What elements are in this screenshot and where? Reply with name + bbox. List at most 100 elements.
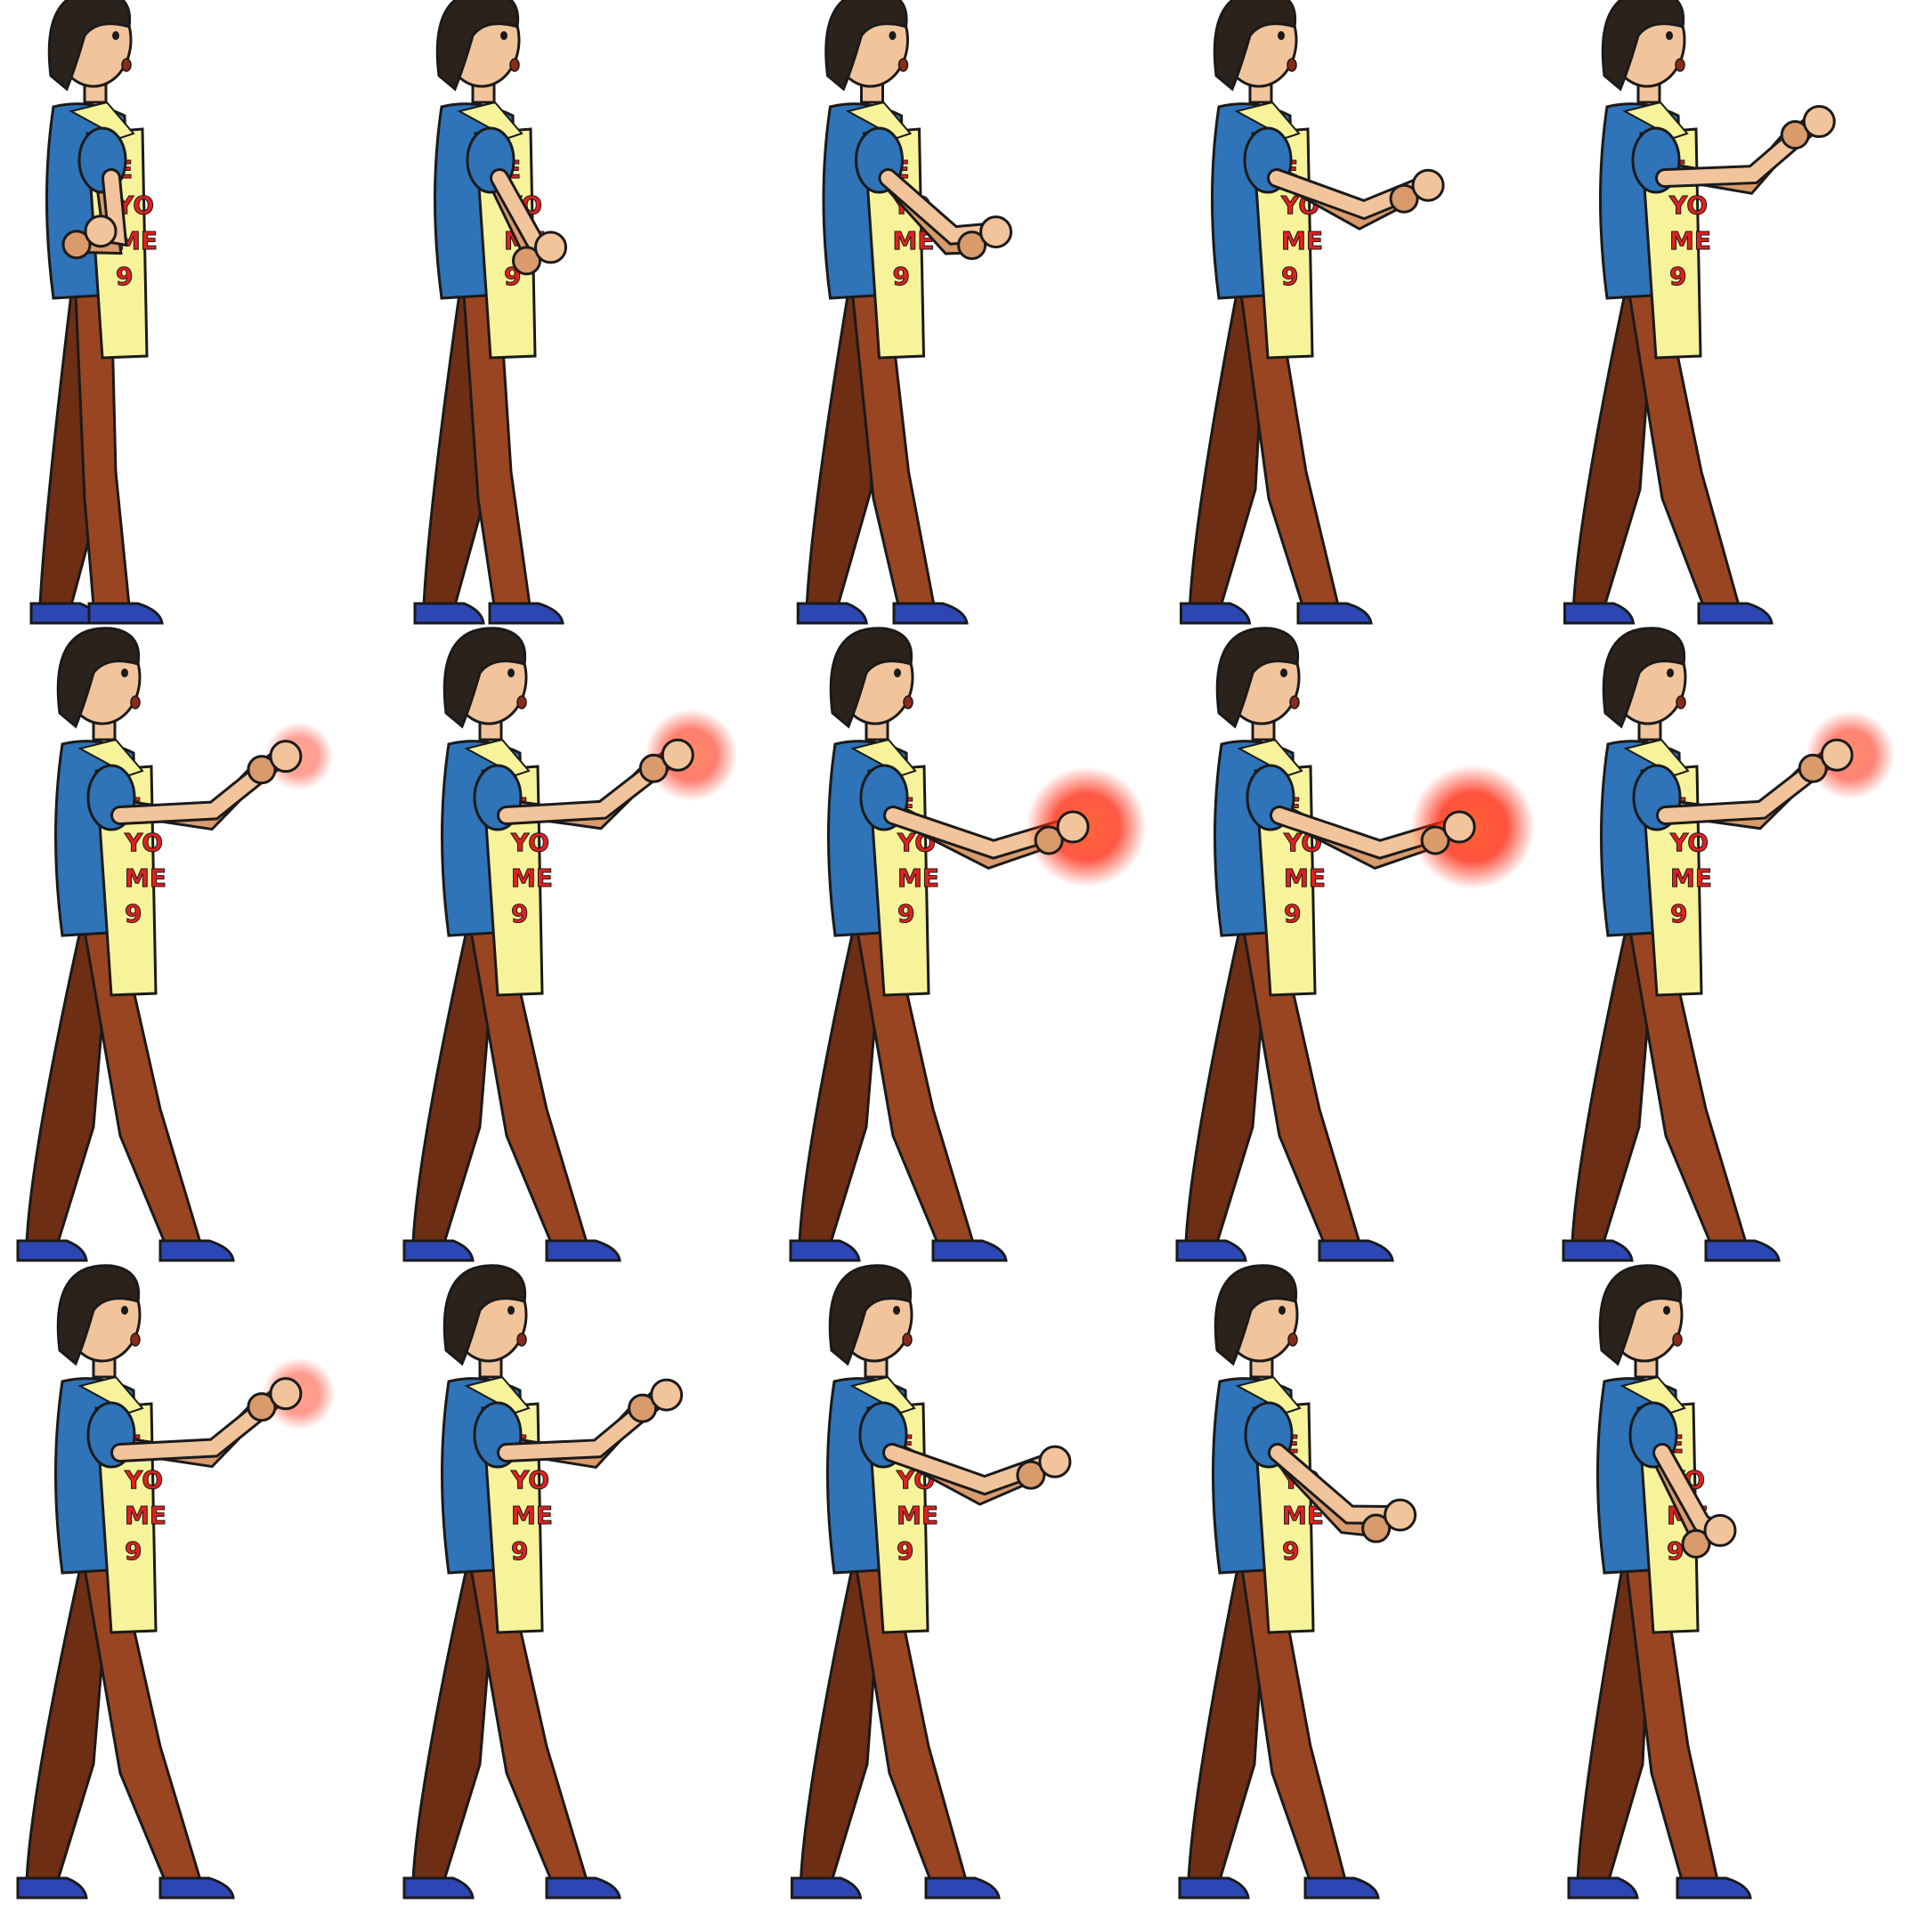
front-shoe	[926, 1878, 999, 1898]
apron-text: 9	[116, 262, 133, 291]
frame-13: EYOME9	[792, 1266, 1070, 1898]
frame-03: EYOME9	[798, 0, 1011, 623]
back-shoe	[1569, 1878, 1637, 1898]
apron-text: ME	[1284, 863, 1326, 893]
front-fist	[662, 740, 693, 770]
apron-text: 9	[511, 1536, 528, 1566]
eye	[507, 1306, 515, 1315]
back-shoe	[415, 604, 483, 623]
frame-15: EYOME9	[1569, 1266, 1750, 1898]
apron-text: ME	[511, 1501, 553, 1530]
eye	[894, 668, 901, 677]
back-shoe	[404, 1878, 473, 1898]
front-shoe	[1305, 1878, 1378, 1898]
apron-text: 9	[893, 262, 910, 291]
mouth	[122, 59, 131, 71]
front-fist	[1413, 170, 1443, 200]
mouth	[1290, 696, 1299, 709]
mouth	[903, 1333, 912, 1346]
front-fist	[1444, 812, 1474, 842]
eye	[893, 1306, 900, 1315]
mouth	[510, 59, 519, 71]
mouth	[517, 696, 526, 709]
frame-10: EYOME9	[1563, 628, 1895, 1260]
apron-text: YO	[1669, 828, 1709, 857]
eye	[507, 668, 515, 677]
apron-text: ME	[1669, 226, 1711, 255]
eye	[1279, 1306, 1286, 1315]
frame-12: EYOME9	[404, 1266, 682, 1898]
apron-text: YO	[1668, 190, 1708, 220]
eye	[121, 668, 128, 677]
eye	[121, 1306, 128, 1315]
mouth	[899, 59, 908, 71]
eye	[889, 31, 897, 40]
apron-text: 9	[1667, 1536, 1684, 1566]
eye	[500, 31, 507, 40]
mouth	[131, 1333, 140, 1346]
apron-text: 9	[1284, 899, 1301, 928]
front-shoe	[1706, 1241, 1779, 1260]
mouth	[1676, 59, 1684, 71]
apron-text: 9	[125, 1536, 142, 1566]
apron-text: 9	[511, 899, 528, 928]
eye	[1278, 31, 1285, 40]
frame-11: EYOME9	[18, 1266, 336, 1898]
apron-text: ME	[897, 863, 939, 893]
frame-05: EYOME9	[1565, 0, 1835, 623]
apron-text: 9	[1669, 262, 1686, 291]
front-fist	[1804, 107, 1834, 137]
front-shoe	[490, 604, 563, 623]
frame-02: EYOME9	[415, 0, 566, 623]
eye	[1666, 31, 1673, 40]
front-fist	[85, 216, 116, 247]
frames-grid: EYOME9EYOME9EYOME9EYOME9EYOME9EYOME9EYOM…	[18, 0, 1895, 1898]
mouth	[1673, 1333, 1682, 1346]
front-shoe	[547, 1241, 620, 1260]
back-shoe	[1565, 604, 1634, 623]
front-fist	[1385, 1500, 1416, 1530]
back-shoe	[18, 1878, 86, 1898]
front-shoe	[1319, 1241, 1392, 1260]
front-shoe	[1298, 604, 1371, 623]
eye	[112, 31, 119, 40]
frame-14: EYOME9	[1180, 1266, 1416, 1898]
front-fist	[1705, 1515, 1735, 1545]
frame-07: EYOME9	[404, 628, 737, 1260]
apron-text: ME	[125, 863, 166, 893]
back-shoe	[791, 1241, 859, 1260]
front-fist	[1822, 740, 1852, 770]
front-fist	[271, 1379, 301, 1409]
apron-text: 9	[897, 1536, 913, 1566]
back-shoe	[792, 1878, 861, 1898]
back-shoe	[1177, 1241, 1246, 1260]
frame-06: EYOME9	[18, 628, 333, 1260]
apron-text: 9	[1670, 899, 1687, 928]
eye	[1663, 1306, 1670, 1315]
back-shoe	[18, 1241, 86, 1260]
front-fist	[652, 1380, 682, 1410]
front-shoe	[894, 604, 967, 623]
frame-01: EYOME9	[31, 0, 162, 623]
front-fist	[981, 217, 1011, 247]
apron-text: ME	[897, 1501, 938, 1530]
mouth	[1287, 59, 1296, 71]
apron-text: 9	[897, 899, 914, 928]
mouth	[131, 696, 140, 709]
back-shoe	[1563, 1241, 1632, 1260]
back-shoe	[404, 1241, 473, 1260]
eye	[1280, 668, 1287, 677]
front-shoe	[547, 1878, 620, 1898]
front-fist	[1058, 812, 1088, 842]
front-fist	[271, 741, 301, 772]
mouth	[904, 696, 913, 709]
apron-text: ME	[125, 1501, 166, 1530]
apron-text: YO	[510, 1465, 549, 1495]
mouth	[1288, 1333, 1297, 1346]
apron-text: 9	[1281, 262, 1298, 291]
apron-text: YO	[510, 828, 549, 857]
front-shoe	[933, 1241, 1006, 1260]
apron-text: ME	[1670, 863, 1712, 893]
back-shoe	[798, 604, 866, 623]
